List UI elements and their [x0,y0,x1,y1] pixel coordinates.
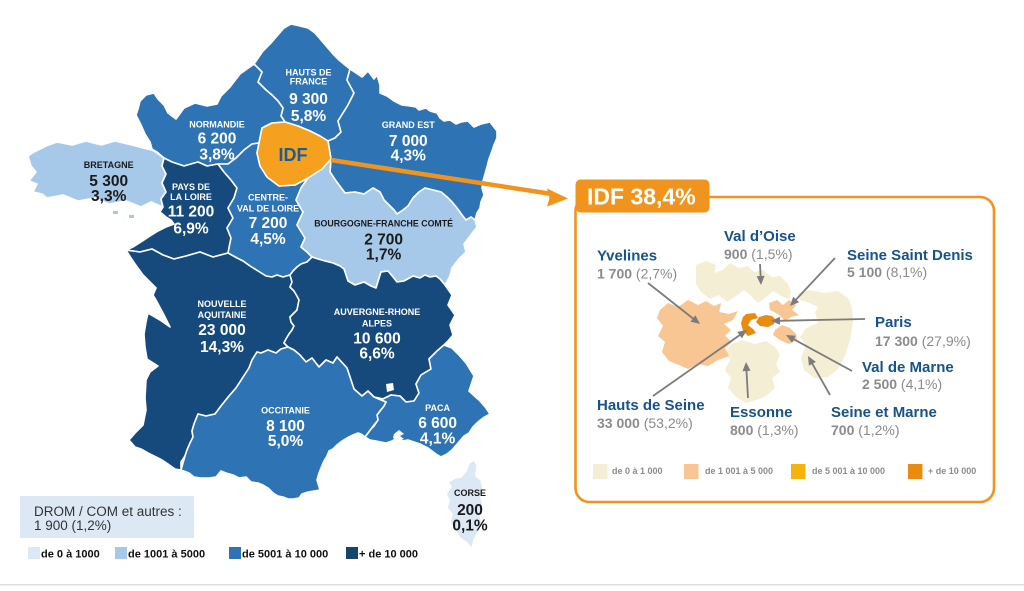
svg-text:11 200: 11 200 [168,203,215,220]
svg-text:Yvelines: Yvelines [597,248,657,265]
svg-text:200: 200 [457,502,483,519]
svg-text:VAL DE LOIRE: VAL DE LOIRE [237,204,299,214]
svg-text:900 (1,5%): 900 (1,5%) [724,246,792,262]
svg-text:14,3%: 14,3% [200,339,244,356]
svg-text:de 0 à 1 000: de 0 à 1 000 [612,466,663,476]
svg-text:23 000: 23 000 [198,322,245,339]
svg-text:IDF: IDF [279,145,308,165]
svg-text:GRAND EST: GRAND EST [382,120,436,130]
svg-text:OCCITANIE: OCCITANIE [261,405,310,415]
svg-text:Seine Saint Denis: Seine Saint Denis [847,247,973,264]
svg-text:700 (1,2%): 700 (1,2%) [831,422,899,438]
svg-text:HAUTS DE: HAUTS DE [285,67,331,77]
svg-text:Paris: Paris [875,314,912,331]
svg-text:de 5001 à 10 000: de 5001 à 10 000 [242,549,328,561]
svg-text:0,1%: 0,1% [452,517,488,534]
svg-text:de 5 001 à 10 000: de 5 001 à 10 000 [812,466,885,476]
svg-text:ALPES: ALPES [362,319,392,329]
svg-text:PACA: PACA [425,403,450,413]
svg-text:6 600: 6 600 [418,415,457,432]
svg-text:Hauts de Seine: Hauts de Seine [597,397,705,414]
svg-text:7 200: 7 200 [249,215,288,232]
svg-text:Val d’Oise: Val d’Oise [724,228,796,245]
svg-text:LA LOIRE: LA LOIRE [170,192,212,202]
svg-text:Seine et Marne: Seine et Marne [831,404,937,421]
svg-text:5 100 (8,1%): 5 100 (8,1%) [847,264,927,280]
svg-text:BRETAGNE: BRETAGNE [84,160,134,170]
svg-text:BOURGOGNE-FRANCHE COMTÉ: BOURGOGNE-FRANCHE COMTÉ [314,219,453,229]
svg-text:1 700 (2,7%): 1 700 (2,7%) [597,266,677,282]
svg-text:5 300: 5 300 [89,173,128,190]
svg-text:Val de Marne: Val de Marne [862,359,954,376]
svg-text:8 100: 8 100 [266,418,305,435]
svg-text:6 200: 6 200 [198,131,237,148]
svg-text:de 1 001 à 5 000: de 1 001 à 5 000 [705,466,773,476]
svg-text:de 1001 à 5000: de 1001 à 5000 [128,549,205,561]
svg-text:17 300 (27,9%): 17 300 (27,9%) [875,333,971,349]
svg-text:3,8%: 3,8% [199,147,235,164]
svg-text:5,0%: 5,0% [268,433,304,450]
svg-text:DROM / COM et autres :: DROM / COM et autres : [34,504,182,519]
svg-text:CORSE: CORSE [454,488,486,498]
svg-text:4,1%: 4,1% [420,430,456,447]
svg-text:10 600: 10 600 [353,331,400,348]
svg-text:5,8%: 5,8% [291,108,327,125]
svg-text:NORMANDIE: NORMANDIE [189,120,245,130]
svg-text:+ de 10 000: + de 10 000 [928,466,976,476]
svg-text:AUVERGNE-RHONE: AUVERGNE-RHONE [334,307,421,317]
svg-text:4,3%: 4,3% [391,147,427,164]
svg-text:+ de 10 000: + de 10 000 [359,549,418,561]
svg-text:3,3%: 3,3% [91,188,127,205]
svg-text:33 000 (53,2%): 33 000 (53,2%) [597,415,693,431]
svg-text:FRANCE: FRANCE [290,77,328,87]
svg-text:4,5%: 4,5% [250,231,286,248]
svg-text:IDF 38,4%: IDF 38,4% [587,184,696,210]
svg-text:1,7%: 1,7% [366,247,402,264]
svg-text:9 300: 9 300 [289,91,328,108]
svg-text:2 500 (4,1%): 2 500 (4,1%) [862,376,942,392]
svg-text:Essonne: Essonne [730,404,793,421]
svg-text:2 700: 2 700 [364,231,403,248]
svg-text:6,6%: 6,6% [359,346,395,363]
svg-text:7 000: 7 000 [389,133,428,150]
svg-text:NOUVELLE: NOUVELLE [197,299,246,309]
svg-text:1 900 (1,2%): 1 900 (1,2%) [34,518,111,533]
svg-text:6,9%: 6,9% [173,220,209,237]
svg-text:800 (1,3%): 800 (1,3%) [730,422,798,438]
svg-text:PAYS DE: PAYS DE [172,182,210,192]
svg-text:AQUITAINE: AQUITAINE [198,310,247,320]
svg-text:de 0 à 1000: de 0 à 1000 [41,549,100,561]
svg-text:CENTRE-: CENTRE- [248,193,288,203]
